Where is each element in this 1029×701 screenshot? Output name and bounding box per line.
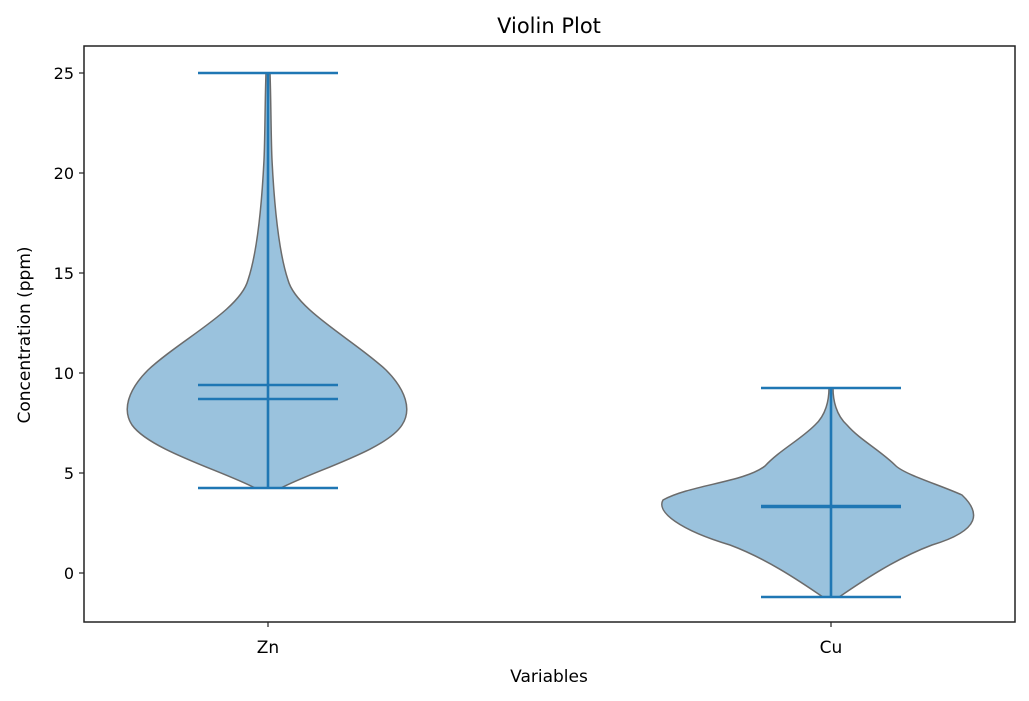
violin-lines-cu	[761, 386, 901, 599]
y-axis: 25 20 15 10 5 0	[54, 64, 84, 583]
y-tick-label: 0	[64, 564, 74, 583]
x-tick-label-zn: Zn	[257, 638, 279, 658]
y-tick-label: 15	[54, 264, 74, 283]
chart-title: Violin Plot	[497, 14, 601, 38]
violin-lines-zn	[198, 71, 338, 490]
y-tick-label: 20	[54, 164, 74, 183]
x-axis: Zn Cu	[257, 622, 843, 658]
x-axis-label: Variables	[510, 667, 588, 687]
y-tick-label: 25	[54, 64, 74, 83]
y-axis-label: Concentration (ppm)	[15, 246, 35, 423]
x-tick-label-cu: Cu	[820, 638, 843, 658]
y-tick-label: 10	[54, 364, 74, 383]
violin-body-cu	[661, 387, 975, 598]
y-tick-label: 5	[64, 464, 74, 483]
plot-area	[83, 45, 1016, 623]
